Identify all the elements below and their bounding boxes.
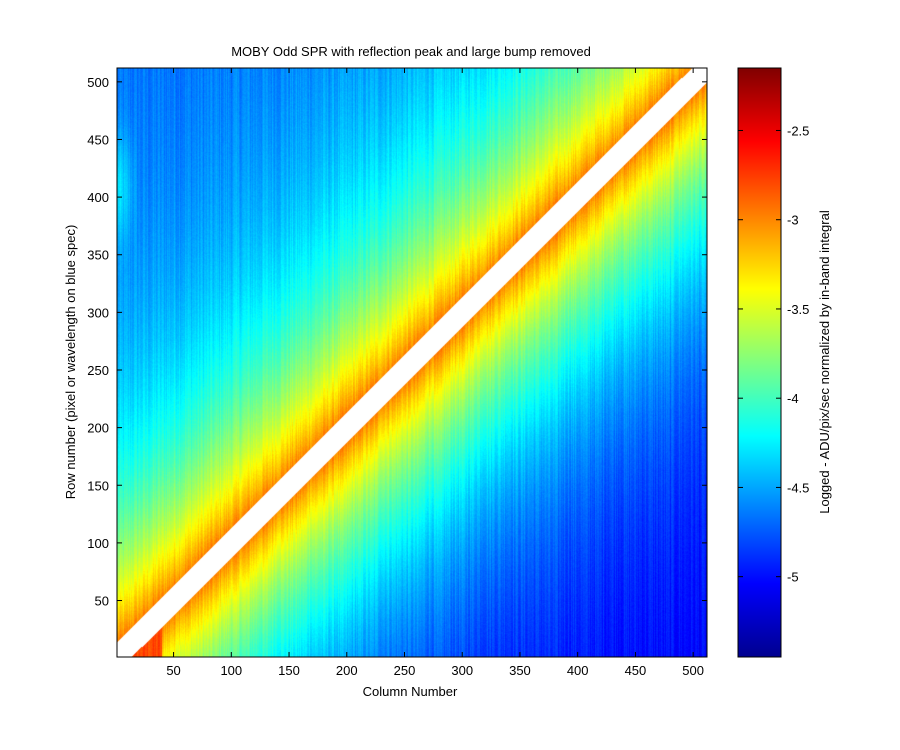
- colorbar-tick-label: -4.5: [787, 480, 809, 495]
- y-tick-label: 100: [87, 536, 109, 551]
- x-tick-label: 150: [278, 663, 300, 678]
- y-tick-label: 50: [95, 594, 109, 609]
- chart-title: MOBY Odd SPR with reflection peak and la…: [231, 44, 591, 59]
- y-axis-label: Row number (pixel or wavelength on blue …: [63, 225, 78, 500]
- x-tick-label: 200: [336, 663, 358, 678]
- colorbar-tick-label: -5: [787, 570, 799, 585]
- x-tick-label: 400: [567, 663, 589, 678]
- y-tick-label: 350: [87, 248, 109, 263]
- y-tick-label: 400: [87, 190, 109, 205]
- colorbar-gradient: [737, 67, 782, 658]
- x-tick-label: 300: [451, 663, 473, 678]
- colorbar-tick-label: -4: [787, 391, 799, 406]
- x-tick-label: 450: [625, 663, 647, 678]
- colorbar-tick-label: -3: [787, 213, 799, 228]
- y-tick-label: 450: [87, 132, 109, 147]
- x-axis-label: Column Number: [363, 684, 458, 699]
- colorbar-axis: -5 -4.5 -4 -3.5 -3 -2.5: [738, 123, 809, 585]
- y-tick-label: 300: [87, 305, 109, 320]
- x-tick-label: 350: [509, 663, 531, 678]
- y-tick-label: 150: [87, 478, 109, 493]
- x-tick-label: 250: [394, 663, 416, 678]
- heatmap-field: [117, 68, 707, 657]
- y-tick-label: 250: [87, 363, 109, 378]
- plot-area: 50 100 150 200 250 300 350 400 450 500 50 100 150 20…: [87, 67, 708, 678]
- colorbar-tick-label: -2.5: [787, 123, 809, 138]
- colorbar-tick-label: -3.5: [787, 302, 809, 317]
- x-axis: 50 100 150 200 250 300 350 400 450 500: [166, 68, 704, 678]
- y-axis: 50 100 150 200 250 300 350 400 450 500: [87, 75, 707, 609]
- x-tick-label: 100: [220, 663, 242, 678]
- x-tick-label: 50: [166, 663, 180, 678]
- plot-frame: [116, 67, 708, 658]
- y-tick-label: 200: [87, 421, 109, 436]
- x-tick-label: 500: [682, 663, 704, 678]
- colorbar-label: Logged - ADU/pix/sec normalized by in-ba…: [817, 210, 832, 514]
- colorbar: -5 -4.5 -4 -3.5 -3 -2.5 Logged - ADU/pix/sec …: [737, 67, 832, 658]
- y-tick-label: 500: [87, 75, 109, 90]
